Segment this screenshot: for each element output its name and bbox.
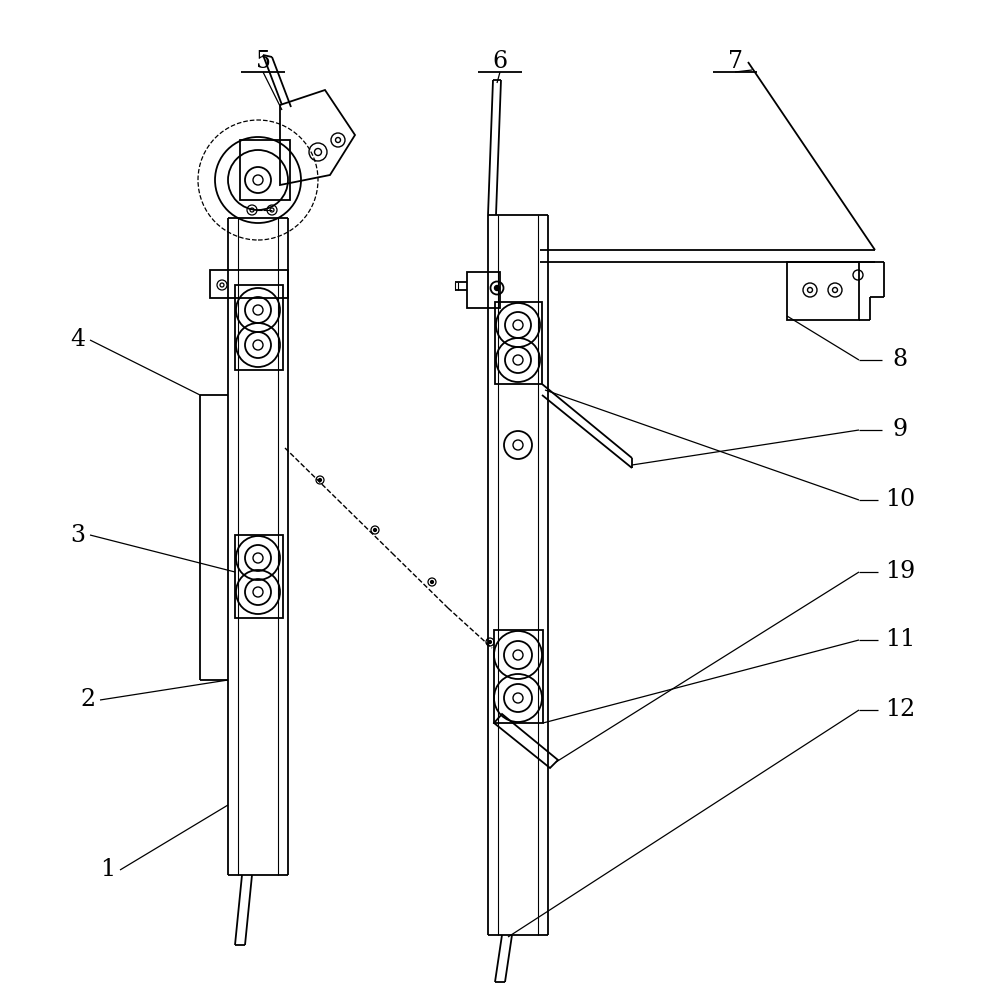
Text: 4: 4: [71, 328, 86, 352]
Text: 8: 8: [892, 349, 907, 371]
Circle shape: [431, 580, 434, 584]
Text: 5: 5: [255, 50, 270, 74]
Bar: [787, 262, 859, 320]
Circle shape: [495, 286, 499, 290]
Text: 7: 7: [728, 50, 743, 74]
Bar: [240, 140, 290, 200]
Text: 12: 12: [885, 698, 915, 722]
Bar: [210, 270, 288, 298]
Circle shape: [318, 479, 321, 482]
Text: 9: 9: [892, 418, 907, 442]
Text: 1: 1: [101, 858, 116, 882]
Text: 6: 6: [493, 50, 507, 74]
Circle shape: [374, 528, 377, 532]
Circle shape: [489, 641, 492, 644]
Text: 11: 11: [885, 629, 915, 652]
Text: 3: 3: [71, 524, 86, 546]
Text: 2: 2: [81, 688, 96, 712]
Bar: [467, 272, 500, 308]
Text: 19: 19: [885, 560, 915, 584]
Text: 10: 10: [885, 488, 915, 512]
